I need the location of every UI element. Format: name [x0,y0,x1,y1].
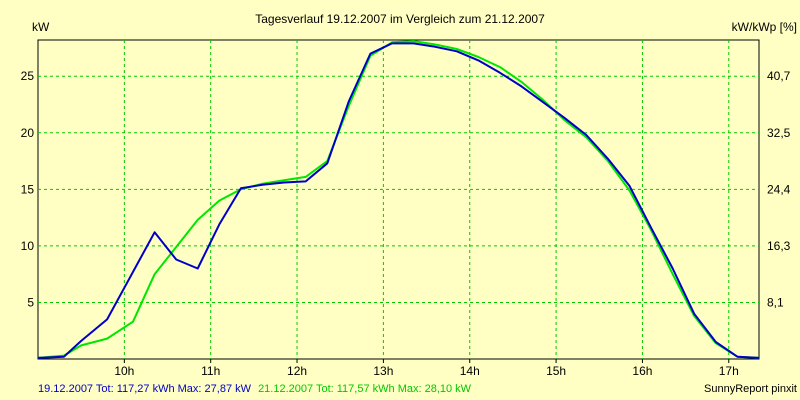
x-tick-label: 17h [719,364,739,378]
credit-text: SunnyReport pinxit [704,383,797,395]
y-left-tick-label: 10 [21,239,35,253]
y-axis-right-label: kW/kWp [%] [732,20,797,34]
y-axis-left-label: kW [32,20,50,34]
y-left-tick-label: 20 [21,126,35,140]
y-right-tick-label: 32,5 [767,126,791,140]
x-tick-label: 12h [287,364,307,378]
grid [38,40,759,359]
y-left-tick-label: 5 [27,295,34,309]
y-right-tick-label: 16,3 [767,239,791,253]
x-tick-label: 13h [373,364,393,378]
legend-series-2: 21.12.2007 Tot: 117,57 kWh Max: 28,10 kW [258,383,472,395]
legend: 19.12.2007 Tot: 117,27 kWh Max: 27,87 kW… [38,383,472,395]
x-tick-label: 15h [546,364,566,378]
y-right-tick-label: 8,1 [767,295,784,309]
x-tick-label: 16h [632,364,652,378]
x-tick-label: 11h [201,364,220,378]
chart-title: Tagesverlauf 19.12.2007 im Vergleich zum… [255,12,545,26]
plot-frame [37,39,760,360]
y-left-tick-label: 25 [21,69,35,83]
axis-ticks: 10h 11h 12h 13h 14h 15h 16h 17h 5 10 15 20 25 8,1 16,3… [21,69,791,378]
y-right-tick-label: 24,4 [767,182,791,196]
series-line-2 [37,40,760,359]
x-tick-label: 10h [114,364,134,378]
x-tick-label: 14h [460,364,480,378]
legend-series-1: 19.12.2007 Tot: 117,27 kWh Max: 27,87 kW [38,383,252,395]
series-line-1 [37,42,760,359]
y-right-tick-label: 40,7 [767,69,791,83]
series-lines [37,40,760,359]
y-left-tick-label: 15 [21,182,35,196]
